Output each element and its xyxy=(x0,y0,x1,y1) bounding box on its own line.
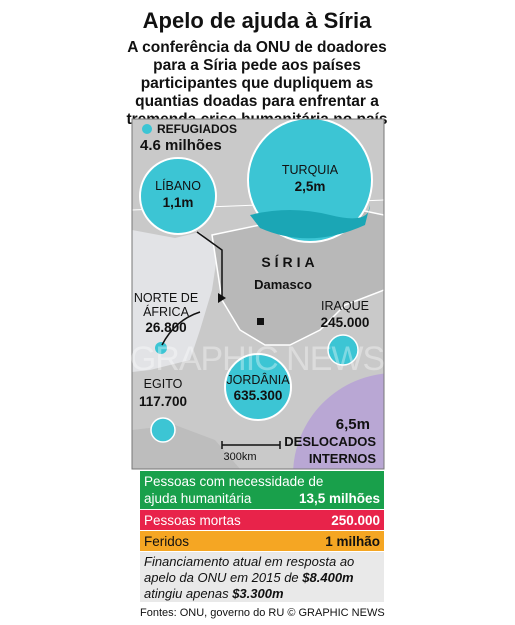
financing-text: atingiu apenas xyxy=(144,586,232,601)
leader-line xyxy=(196,231,223,298)
displaced-label: INTERNOS xyxy=(309,451,377,466)
country-label: JORDÂNIA xyxy=(226,372,290,387)
sea xyxy=(132,230,218,372)
refugee-value: 245.000 xyxy=(321,315,370,330)
stat-label: Feridos xyxy=(144,534,189,549)
footer: Fontes: ONU, governo do RU © GRAPHIC NEW… xyxy=(140,607,385,619)
refugee-circle xyxy=(150,417,176,443)
country-label: IRAQUE xyxy=(321,299,369,313)
displaced-circle xyxy=(293,373,384,469)
stat-label: Pessoas mortas xyxy=(144,513,241,528)
wave xyxy=(250,205,370,239)
title: Apelo de ajuda à Síria xyxy=(143,8,372,33)
stat-label: Pessoas com necessidade de xyxy=(144,474,323,489)
financing-line: Financiamento atual em resposta ao xyxy=(144,554,354,569)
stat-value: 250.000 xyxy=(331,513,380,528)
legend-dot xyxy=(142,124,152,134)
financing-text: Financiamento atual em resposta ao xyxy=(144,554,354,569)
stat-bar xyxy=(140,471,384,509)
refugee-value: 117.700 xyxy=(139,394,187,409)
stat-bar xyxy=(140,510,384,530)
refugee-value: 26.800 xyxy=(145,320,186,335)
country-label: TURQUIA xyxy=(282,163,339,177)
financing-line: apelo da ONU em 2015 de $8.400m xyxy=(144,570,354,585)
country-label: ÁFRICA xyxy=(143,304,190,319)
marker xyxy=(218,293,226,303)
displaced-label: DESLOCADOS xyxy=(284,434,376,449)
displaced-value: 6,5m xyxy=(336,416,370,433)
country-label: EGITO xyxy=(144,377,183,391)
map-frame xyxy=(131,118,385,470)
financing-box xyxy=(140,552,384,602)
refugee-value: 1,1m xyxy=(163,195,194,210)
stat-bar xyxy=(140,531,384,551)
stat-value: 13,5 milhões xyxy=(299,491,380,506)
subtitle-line: para a Síria pede aos países xyxy=(153,57,361,74)
financing-amount: $3.300m xyxy=(231,586,284,601)
financing-text: apelo da ONU em 2015 de xyxy=(144,570,302,585)
country-name: SÍRIA xyxy=(261,254,318,270)
arrow xyxy=(161,311,201,346)
refugee-circle xyxy=(327,334,359,366)
subtitle-line: participantes que dupliquem as xyxy=(141,75,374,92)
stat-label: ajuda humanitária xyxy=(144,491,252,506)
legend-label: REFUGIADOS xyxy=(157,122,237,136)
refugee-circle xyxy=(155,342,167,354)
subtitle-line: quantias doadas para enfrentar a xyxy=(135,93,379,110)
stat-value: 1 milhão xyxy=(325,534,380,549)
country-label: LÍBANO xyxy=(155,178,201,193)
legend-total: 4.6 milhões xyxy=(140,137,222,154)
financing-amount: $8.400m xyxy=(301,570,354,585)
refugee-circle xyxy=(224,353,292,421)
refugee-circle xyxy=(139,157,217,235)
refugee-value: 635.300 xyxy=(234,388,283,403)
country-label: NORTE DE xyxy=(134,291,198,305)
watermark: GRAPHIC NEWS xyxy=(130,340,385,378)
scale-label: 300km xyxy=(223,451,256,463)
capital-marker xyxy=(257,318,264,325)
financing-line: atingiu apenas $3.300m xyxy=(144,586,284,601)
map xyxy=(132,119,384,469)
capital-name: Damasco xyxy=(254,277,312,292)
subtitle-line: A conferência da ONU de doadores xyxy=(127,39,387,56)
refugee-value: 2,5m xyxy=(295,179,326,194)
